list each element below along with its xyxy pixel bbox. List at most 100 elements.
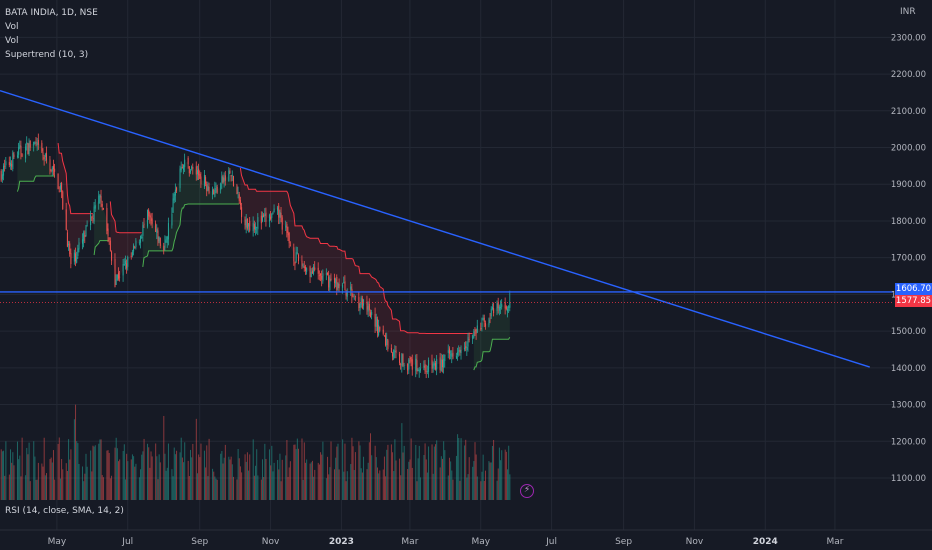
candle-body bbox=[216, 186, 218, 193]
volume-bar bbox=[483, 480, 485, 500]
volume-bar bbox=[49, 459, 51, 500]
volume-bar bbox=[343, 471, 345, 500]
candle-body bbox=[27, 143, 29, 155]
indicator-vol-2[interactable]: Vol bbox=[5, 36, 19, 46]
candle-body bbox=[70, 252, 72, 265]
volume-bars bbox=[0, 404, 511, 500]
volume-bar bbox=[20, 476, 22, 500]
volume-bar bbox=[386, 449, 388, 500]
volume-bar bbox=[192, 443, 194, 500]
volume-bar bbox=[382, 469, 384, 500]
indicator-supertrend[interactable]: Supertrend (10, 3) bbox=[5, 50, 89, 60]
candle-body bbox=[167, 223, 169, 240]
candle-body bbox=[180, 167, 182, 171]
volume-bar bbox=[115, 437, 117, 500]
candle-body bbox=[28, 142, 30, 155]
volume-bar bbox=[57, 443, 59, 500]
volume-bar bbox=[335, 457, 337, 500]
candle-body bbox=[255, 226, 257, 230]
volume-bar bbox=[318, 464, 320, 500]
symbol-title[interactable]: BATA INDIA, 1D, NSE bbox=[5, 8, 98, 18]
candle-body bbox=[257, 217, 259, 230]
volume-bar bbox=[143, 438, 145, 500]
volume-bar bbox=[440, 456, 442, 500]
candle-body bbox=[148, 209, 150, 217]
candle-body bbox=[303, 266, 305, 269]
indicator-vol-1[interactable]: Vol bbox=[5, 22, 19, 32]
volume-bar bbox=[354, 452, 356, 500]
volume-bar bbox=[465, 439, 467, 500]
candle-body bbox=[248, 223, 250, 227]
candle-body bbox=[358, 297, 360, 309]
volume-bar bbox=[98, 443, 100, 500]
volume-bar bbox=[435, 444, 437, 500]
volume-bar bbox=[91, 471, 93, 500]
candle-body bbox=[335, 278, 337, 284]
volume-bar bbox=[5, 441, 7, 500]
candle-body bbox=[374, 314, 376, 327]
candle-body bbox=[228, 170, 230, 182]
volume-bar bbox=[452, 479, 454, 500]
candle-body bbox=[150, 217, 152, 221]
volume-bar bbox=[303, 442, 305, 500]
candle-body bbox=[77, 248, 79, 256]
candle-body bbox=[450, 354, 452, 356]
candle-body bbox=[403, 365, 405, 367]
volume-bar bbox=[163, 415, 165, 500]
volume-bar bbox=[78, 463, 80, 500]
volume-bar bbox=[141, 454, 143, 500]
volume-bar bbox=[102, 477, 104, 500]
volume-bar bbox=[216, 479, 218, 500]
volume-bar bbox=[403, 445, 405, 500]
candle-body bbox=[176, 187, 178, 191]
candle-body bbox=[230, 175, 232, 177]
volume-bar bbox=[157, 479, 159, 500]
candle-body bbox=[475, 329, 477, 334]
volume-bar bbox=[415, 444, 417, 500]
volume-bar bbox=[321, 454, 323, 500]
volume-bar bbox=[350, 464, 352, 500]
volume-bar bbox=[407, 469, 409, 500]
candle-body bbox=[501, 303, 503, 307]
candle-body bbox=[93, 206, 95, 222]
candle-body bbox=[329, 278, 331, 290]
trendlines[interactable] bbox=[0, 89, 893, 368]
candle-body bbox=[400, 363, 402, 365]
candle-body bbox=[330, 278, 332, 281]
candle-body bbox=[488, 319, 490, 326]
volume-bar bbox=[109, 478, 111, 500]
candle-body bbox=[111, 251, 113, 261]
rsi-pane-label[interactable]: RSI (14, close, SMA, 14, 2) bbox=[5, 506, 124, 516]
candle-body bbox=[122, 263, 124, 276]
volume-bar bbox=[329, 467, 331, 500]
volume-bar bbox=[239, 466, 241, 500]
volume-bar bbox=[379, 470, 381, 500]
supertrend-line bbox=[16, 175, 55, 192]
volume-bar bbox=[12, 452, 14, 500]
volume-bar bbox=[508, 445, 510, 500]
volume-bar bbox=[119, 459, 121, 500]
candle-body bbox=[310, 271, 312, 278]
candle-body bbox=[474, 329, 476, 331]
candle-body bbox=[345, 292, 347, 296]
candle-body bbox=[309, 266, 311, 278]
lightning-bolt-icon[interactable]: ⚡ bbox=[520, 484, 534, 498]
volume-bar bbox=[260, 479, 262, 500]
volume-bar bbox=[84, 473, 86, 500]
volume-bar bbox=[481, 471, 483, 500]
candle-body bbox=[452, 352, 454, 359]
volume-bar bbox=[184, 442, 186, 500]
volume-bar bbox=[135, 463, 137, 500]
volume-bar bbox=[302, 479, 304, 500]
candle-body bbox=[302, 265, 304, 267]
candle-body bbox=[344, 281, 346, 291]
candle-body bbox=[394, 350, 396, 352]
candles bbox=[0, 133, 511, 379]
y-tick-label: 2000.00 bbox=[891, 144, 926, 154]
volume-bar bbox=[313, 476, 315, 500]
volume-bar bbox=[83, 481, 85, 500]
candle-body bbox=[428, 359, 430, 372]
candle-body bbox=[200, 176, 202, 185]
